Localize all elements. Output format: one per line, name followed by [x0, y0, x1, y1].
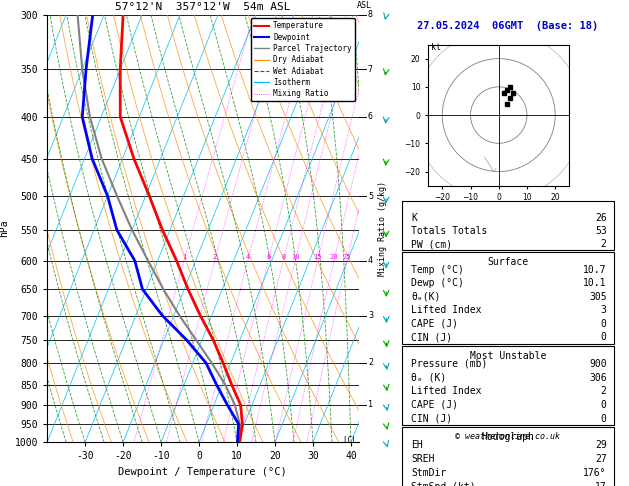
Text: CIN (J): CIN (J) — [411, 414, 453, 424]
Text: 0: 0 — [601, 400, 606, 410]
Text: 0: 0 — [601, 332, 606, 343]
Text: Totals Totals: Totals Totals — [411, 226, 488, 236]
Text: 3: 3 — [368, 311, 373, 320]
Text: 27: 27 — [595, 454, 606, 464]
Text: 2: 2 — [601, 386, 606, 396]
Text: Dewp (°C): Dewp (°C) — [411, 278, 464, 288]
Text: 2: 2 — [368, 359, 373, 367]
Text: LCL: LCL — [343, 436, 357, 445]
Legend: Temperature, Dewpoint, Parcel Trajectory, Dry Adiabat, Wet Adiabat, Isotherm, Mi: Temperature, Dewpoint, Parcel Trajectory… — [251, 18, 355, 101]
Text: CIN (J): CIN (J) — [411, 332, 453, 343]
Text: θₑ(K): θₑ(K) — [411, 292, 441, 302]
Text: 8: 8 — [368, 10, 373, 19]
Text: PW (cm): PW (cm) — [411, 239, 453, 249]
Text: km
ASL: km ASL — [357, 0, 372, 10]
Bar — [403, 427, 613, 486]
Text: StmDir: StmDir — [411, 468, 447, 478]
Text: 1: 1 — [368, 400, 373, 409]
Text: 27.05.2024  06GMT  (Base: 18): 27.05.2024 06GMT (Base: 18) — [417, 21, 599, 31]
Text: Hodograph: Hodograph — [481, 433, 535, 442]
Text: Temp (°C): Temp (°C) — [411, 265, 464, 275]
Text: 1: 1 — [182, 254, 186, 260]
Text: EH: EH — [411, 440, 423, 450]
Text: θₑ (K): θₑ (K) — [411, 373, 447, 382]
Text: 176°: 176° — [583, 468, 606, 478]
Text: 0: 0 — [601, 319, 606, 329]
Text: 57°12'N  357°12'W  54m ASL: 57°12'N 357°12'W 54m ASL — [115, 2, 291, 12]
Text: 17: 17 — [595, 482, 606, 486]
Text: 10: 10 — [291, 254, 299, 260]
Text: K: K — [411, 213, 418, 224]
Bar — [403, 252, 613, 344]
Text: 10.7: 10.7 — [583, 265, 606, 275]
Text: 8: 8 — [281, 254, 286, 260]
Text: 2: 2 — [601, 239, 606, 249]
Text: SREH: SREH — [411, 454, 435, 464]
Text: Surface: Surface — [487, 257, 528, 267]
Bar — [403, 201, 613, 250]
Text: 900: 900 — [589, 359, 606, 369]
Text: 15: 15 — [313, 254, 322, 260]
Text: 53: 53 — [595, 226, 606, 236]
Text: StmSpd (kt): StmSpd (kt) — [411, 482, 476, 486]
Y-axis label: hPa: hPa — [0, 220, 9, 237]
X-axis label: Dewpoint / Temperature (°C): Dewpoint / Temperature (°C) — [118, 467, 287, 477]
Text: CAPE (J): CAPE (J) — [411, 319, 459, 329]
Text: 2: 2 — [213, 254, 217, 260]
Text: 10.1: 10.1 — [583, 278, 606, 288]
Text: 29: 29 — [595, 440, 606, 450]
Text: 20: 20 — [330, 254, 338, 260]
Text: kt: kt — [431, 43, 441, 52]
Text: 25: 25 — [343, 254, 351, 260]
Text: 3: 3 — [601, 305, 606, 315]
Text: © weatheronline.co.uk: © weatheronline.co.uk — [455, 433, 560, 441]
Text: 5: 5 — [368, 191, 373, 201]
Bar — [403, 346, 613, 425]
Text: 4: 4 — [246, 254, 250, 260]
Text: 305: 305 — [589, 292, 606, 302]
Text: 4: 4 — [368, 256, 373, 265]
Text: Pressure (mb): Pressure (mb) — [411, 359, 488, 369]
Text: 26: 26 — [595, 213, 606, 224]
Text: CAPE (J): CAPE (J) — [411, 400, 459, 410]
Text: 6: 6 — [266, 254, 270, 260]
Text: 7: 7 — [368, 65, 373, 74]
Text: 0: 0 — [601, 414, 606, 424]
Text: Lifted Index: Lifted Index — [411, 386, 482, 396]
Text: Most Unstable: Most Unstable — [470, 351, 546, 361]
Text: Lifted Index: Lifted Index — [411, 305, 482, 315]
Text: Mixing Ratio (g/kg): Mixing Ratio (g/kg) — [377, 181, 387, 276]
Text: 6: 6 — [368, 112, 373, 122]
Text: 306: 306 — [589, 373, 606, 382]
